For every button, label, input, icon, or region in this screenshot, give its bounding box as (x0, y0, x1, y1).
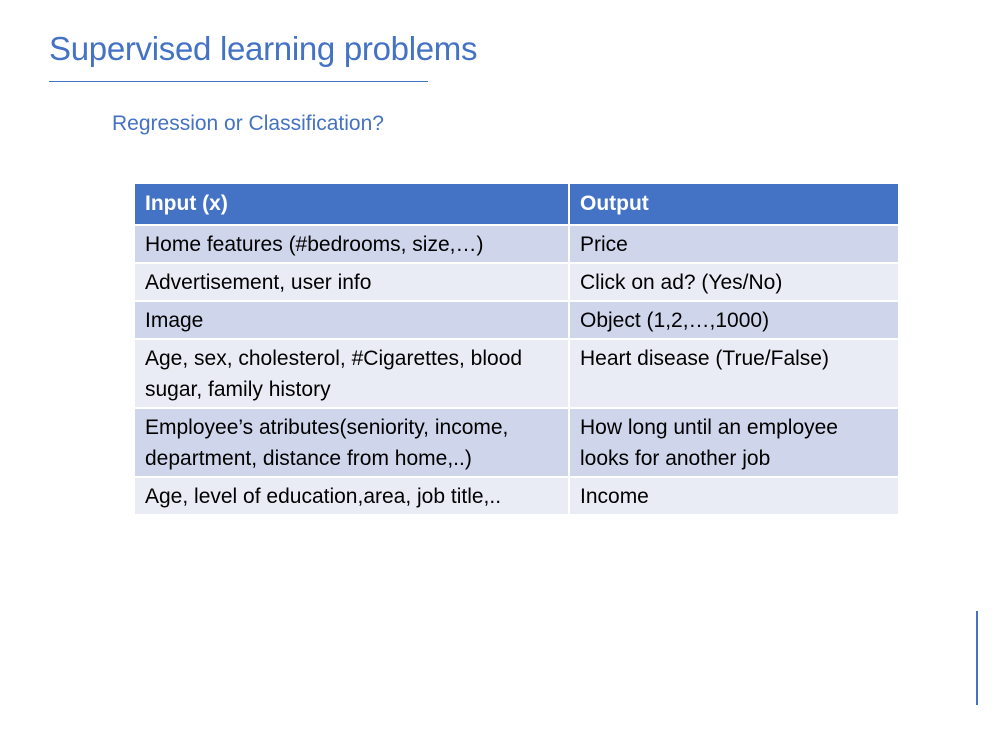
input-cell: Age, sex, cholesterol, #Cigarettes, bloo… (135, 339, 570, 409)
table-row: Age, level of education,area, job title,… (135, 477, 898, 516)
table-row: Home features (#bedrooms, size,…) Price (135, 225, 898, 264)
output-cell: Heart disease (True/False) (569, 339, 898, 409)
output-cell: Click on ad? (Yes/No) (569, 263, 898, 302)
output-cell: Income (569, 477, 898, 516)
input-cell: Age, level of education,area, job title,… (135, 477, 570, 516)
decorative-side-bar (976, 611, 978, 705)
header-input: Input (x) (135, 184, 570, 226)
output-cell: How long until an employee looks for ano… (569, 408, 898, 478)
output-cell: Price (569, 225, 898, 264)
input-cell: Image (135, 301, 570, 340)
input-cell: Home features (#bedrooms, size,…) (135, 225, 570, 264)
header-output: Output (569, 184, 898, 226)
output-cell: Object (1,2,…,1000) (569, 301, 898, 340)
problems-table: Input (x) Output Home features (#bedroom… (135, 184, 898, 516)
table-header-row: Input (x) Output (135, 184, 898, 226)
table-row: Image Object (1,2,…,1000) (135, 301, 898, 340)
table-row: Employee’s atributes(seniority, income, … (135, 408, 898, 478)
table-row: Age, sex, cholesterol, #Cigarettes, bloo… (135, 339, 898, 409)
table-row: Advertisement, user info Click on ad? (Y… (135, 263, 898, 302)
slide-subtitle: Regression or Classification? (112, 112, 384, 135)
input-cell: Employee’s atributes(seniority, income, … (135, 408, 570, 478)
title-underline (49, 81, 428, 82)
slide-title: Supervised learning problems (49, 30, 478, 67)
input-cell: Advertisement, user info (135, 263, 570, 302)
